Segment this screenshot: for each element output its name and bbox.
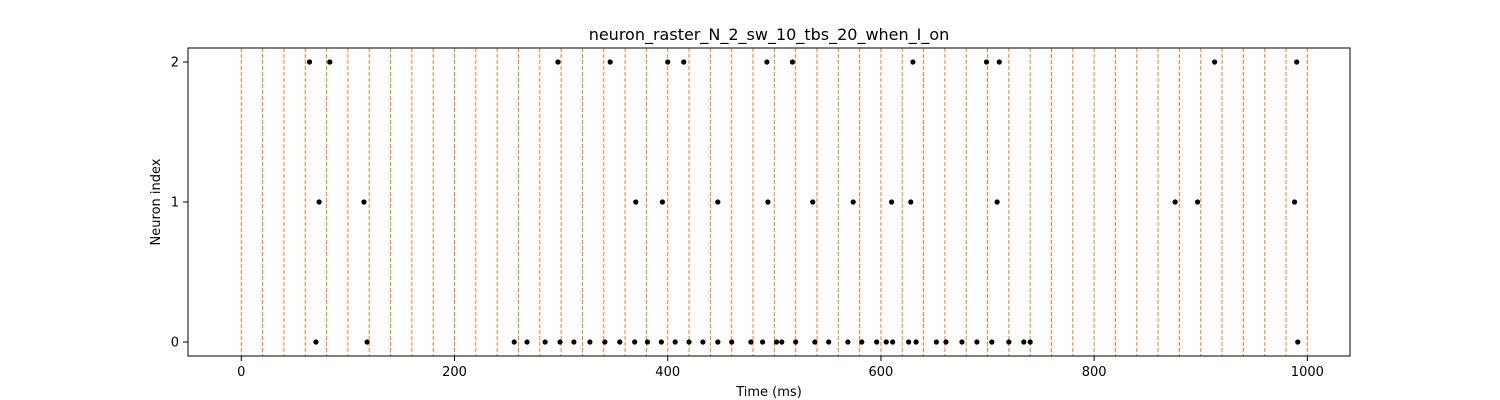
spike-marker [313, 339, 319, 345]
spike-marker [306, 59, 313, 65]
spike-marker [812, 339, 818, 345]
spike-marker [659, 199, 665, 205]
spike-marker [715, 339, 721, 345]
spike-marker [729, 339, 735, 345]
spike-marker [826, 339, 832, 345]
spike-marker [1027, 339, 1033, 345]
x-tick-label: 0 [237, 365, 245, 380]
spike-marker [1194, 199, 1201, 205]
spike-marker [665, 59, 671, 65]
x-tick-label: 400 [655, 365, 680, 380]
spike-marker [845, 339, 851, 345]
y-axis-label: Neuron index [149, 158, 164, 245]
spike-marker [793, 339, 799, 345]
spike-marker [974, 339, 980, 345]
spike-marker [888, 199, 895, 205]
spike-marker [906, 339, 912, 345]
spike-marker [994, 199, 1000, 205]
spike-marker [773, 339, 780, 345]
spike-marker [1172, 199, 1178, 205]
spike-marker [511, 339, 517, 345]
spike-marker [555, 59, 561, 65]
spike-marker [681, 59, 687, 65]
spike-marker [571, 339, 577, 345]
spike-markers [306, 59, 1301, 345]
spike-marker [672, 339, 678, 345]
x-axis-label: Time (ms) [735, 385, 802, 400]
spike-marker [779, 339, 785, 345]
spike-marker [913, 339, 919, 345]
spike-marker [908, 199, 914, 205]
spike-marker [658, 339, 664, 345]
spike-marker [1295, 339, 1301, 345]
spike-marker [557, 339, 563, 345]
spike-marker [789, 59, 796, 65]
spike-marker [760, 339, 766, 345]
spike-marker [850, 199, 856, 205]
y-ticks: 0 1 2 [171, 56, 188, 351]
spike-marker [859, 339, 865, 345]
spike-marker [361, 199, 367, 205]
chart-title: neuron_raster_N_2_sw_10_tbs_20_when_I_on [589, 25, 950, 45]
x-tick-label: 600 [869, 365, 894, 380]
y-tick-label: 2 [171, 56, 179, 71]
spike-marker [587, 339, 593, 345]
spike-marker [1291, 199, 1298, 205]
x-tick-label: 800 [1082, 365, 1107, 380]
spike-marker [810, 199, 816, 205]
spike-marker [996, 59, 1002, 65]
spike-marker [542, 339, 548, 345]
spike-marker [989, 339, 995, 345]
spike-marker [364, 339, 370, 345]
spike-marker [1294, 59, 1300, 65]
vertical-lines [240, 48, 1308, 356]
spike-marker [943, 339, 949, 345]
spike-marker [765, 199, 771, 205]
plot-frame [187, 47, 1351, 357]
spike-marker [874, 339, 880, 345]
spike-marker [700, 339, 706, 345]
y-tick-label: 0 [171, 336, 179, 351]
spike-marker [1021, 339, 1027, 345]
spike-marker [602, 339, 608, 345]
x-ticks: 0 200 400 600 800 1000 [237, 356, 1324, 380]
spike-marker [607, 59, 613, 65]
spike-marker [1212, 59, 1218, 65]
x-tick-label: 200 [442, 365, 467, 380]
spike-marker [910, 59, 916, 65]
spike-marker [316, 199, 322, 205]
spike-marker [933, 339, 939, 345]
spike-marker [524, 339, 530, 345]
spike-marker [764, 59, 770, 65]
spike-marker [686, 339, 692, 345]
spike-marker [748, 339, 754, 345]
x-tick-label: 1000 [1291, 365, 1324, 380]
spike-marker [617, 339, 623, 345]
spike-marker [327, 59, 333, 65]
spike-marker [959, 339, 965, 345]
spike-marker [983, 59, 990, 65]
spike-marker [1006, 339, 1012, 345]
spike-marker [632, 339, 638, 345]
spike-marker [883, 339, 889, 345]
spike-marker [890, 339, 896, 345]
spike-marker [633, 199, 639, 205]
spike-marker [715, 199, 721, 205]
spike-marker [644, 339, 651, 345]
y-tick-label: 1 [171, 196, 179, 211]
